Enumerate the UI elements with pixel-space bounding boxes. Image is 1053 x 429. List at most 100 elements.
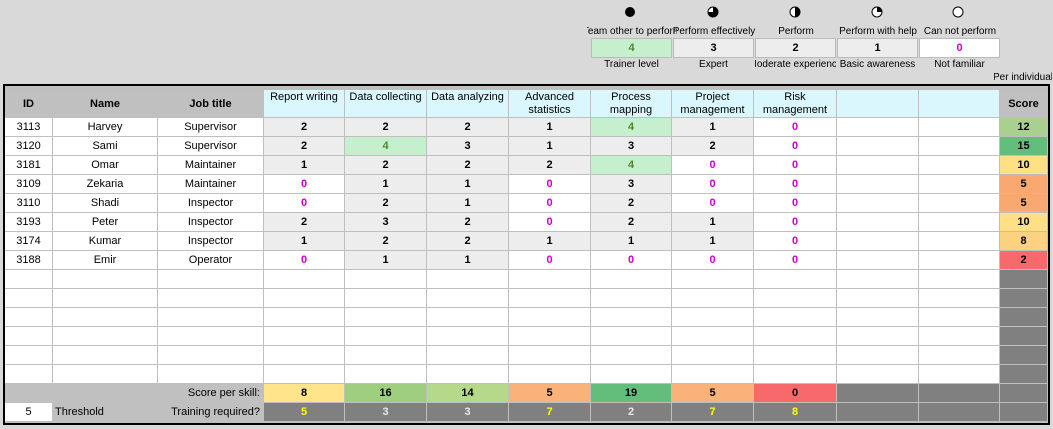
empty-cell [264, 346, 344, 364]
legend-caption: Expert [699, 58, 728, 70]
skill-value: 0 [754, 156, 836, 174]
icon-three-quarter [707, 6, 719, 18]
legend-label: Perform with help [839, 26, 917, 37]
id-cell [5, 346, 52, 364]
empty-cell [345, 270, 426, 288]
empty-cell [919, 346, 999, 364]
skill-header [837, 90, 918, 117]
id-cell: 3110 [5, 194, 52, 212]
job-cell [158, 270, 263, 288]
skill-value: 1 [345, 175, 426, 193]
legend-label: Perform effectively [672, 26, 756, 37]
job-cell: Maintainer [158, 175, 263, 193]
score-total [1000, 384, 1047, 402]
id-cell [5, 308, 52, 326]
name-cell: Omar [53, 156, 157, 174]
name-cell: Emir [53, 251, 157, 269]
empty-cell [509, 308, 590, 326]
empty-cell [591, 327, 671, 345]
empty-cell [264, 308, 344, 326]
threshold-value: 5 [5, 403, 52, 421]
skill-value: 1 [264, 156, 344, 174]
score-cell: 15 [1000, 137, 1047, 155]
empty-cell [919, 270, 999, 288]
job-cell [158, 289, 263, 307]
skill-value: 0 [264, 194, 344, 212]
skill-value: 0 [509, 194, 590, 212]
score-cell: 10 [1000, 156, 1047, 174]
score-per-skill: 5 [672, 384, 753, 402]
skill-value: 0 [672, 156, 753, 174]
skill-value: 2 [591, 213, 671, 231]
skill-value: 0 [264, 175, 344, 193]
empty-cell [345, 289, 426, 307]
score-cell: 5 [1000, 175, 1047, 193]
empty-cell [509, 289, 590, 307]
legend-caption: Basic awareness [839, 58, 916, 70]
skill-value: 0 [754, 251, 836, 269]
training-required: 8 [754, 403, 836, 421]
empty-cell [264, 270, 344, 288]
empty-cell [919, 156, 999, 174]
empty-cell [837, 194, 918, 212]
empty-cell [345, 365, 426, 383]
header-cell: Name [53, 90, 157, 117]
skill-value: 0 [591, 251, 671, 269]
score-total [1000, 403, 1047, 421]
score-per-skill: 0 [754, 384, 836, 402]
skill-value: 3 [591, 137, 671, 155]
skill-value: 0 [754, 213, 836, 231]
score-cell: 2 [1000, 251, 1047, 269]
skill-value: 1 [509, 137, 590, 155]
score-cell: 10 [1000, 213, 1047, 231]
score-cell [1000, 289, 1047, 307]
empty-cell [754, 270, 836, 288]
job-cell [158, 365, 263, 383]
empty-cell [837, 251, 918, 269]
name-cell: Kumar [53, 232, 157, 250]
skill-value: 1 [509, 118, 590, 136]
empty-cell [672, 346, 753, 364]
job-cell [158, 346, 263, 364]
legend-label: Can not perform [923, 26, 997, 37]
skill-value: 2 [345, 194, 426, 212]
empty-cell [427, 327, 508, 345]
empty-cell [837, 137, 918, 155]
empty-cell [837, 156, 918, 174]
legend-value: 2 [755, 38, 836, 58]
empty-cell [837, 118, 918, 136]
skill-value: 0 [754, 232, 836, 250]
skill-header [919, 90, 999, 117]
skill-value: 0 [672, 194, 753, 212]
score-cell [1000, 270, 1047, 288]
empty-cell [919, 175, 999, 193]
skill-value: 0 [672, 251, 753, 269]
icon-quarter [871, 6, 883, 18]
empty-cell [427, 308, 508, 326]
empty-cell [754, 308, 836, 326]
skill-value: 2 [427, 232, 508, 250]
name-cell [53, 308, 157, 326]
empty-cell [264, 327, 344, 345]
skill-value: 2 [264, 137, 344, 155]
empty-cell [427, 346, 508, 364]
skill-header: Data collecting [345, 90, 426, 117]
empty-cell [919, 213, 999, 231]
skill-value: 1 [672, 232, 753, 250]
empty-total [837, 403, 918, 421]
empty-total [919, 403, 999, 421]
empty-cell [837, 308, 918, 326]
empty-cell [837, 213, 918, 231]
job-cell [158, 308, 263, 326]
name-cell [53, 270, 157, 288]
skill-value: 0 [754, 118, 836, 136]
skill-header: Process mapping [591, 90, 671, 117]
empty-cell [754, 327, 836, 345]
name-cell [53, 327, 157, 345]
empty-cell [591, 289, 671, 307]
training-required: 3 [345, 403, 426, 421]
empty-cell [672, 289, 753, 307]
empty-cell [509, 270, 590, 288]
training-label: Training required? [113, 403, 263, 421]
icon-empty [952, 6, 964, 18]
